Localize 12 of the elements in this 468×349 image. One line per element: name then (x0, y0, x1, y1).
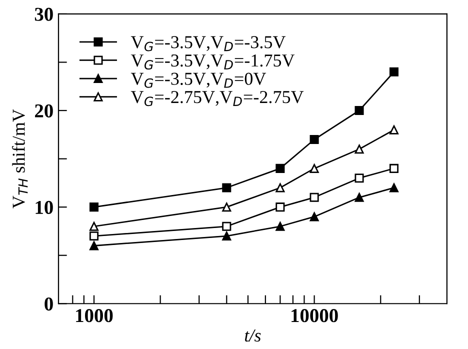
x-tick-label: 10000 (292, 309, 338, 322)
legend-label: V$_{G}$=-3.5V,V$_{D}$=-1.75V (130, 54, 295, 70)
legend-label: V$_{G}$=-2.75V,V$_{D}$=-2.75V (130, 91, 304, 106)
legend-label: V$_{G}$=-3.5V,V$_{D}$=0V (130, 72, 266, 88)
y-tick-label: 30 (34, 8, 53, 21)
y-tick-label: 20 (35, 104, 53, 118)
y-axis-title: V$_{TH}$ shift/mV (12, 109, 28, 208)
y-tick-label: 10 (36, 200, 53, 214)
legend-label: V$_{G}$=-3.5V,V$_{D}$=-3.5V (130, 36, 286, 52)
x-tick-label: 1000 (76, 309, 113, 322)
x-axis-title: t/s (244, 330, 261, 342)
y-tick-label: 0 (44, 297, 53, 311)
